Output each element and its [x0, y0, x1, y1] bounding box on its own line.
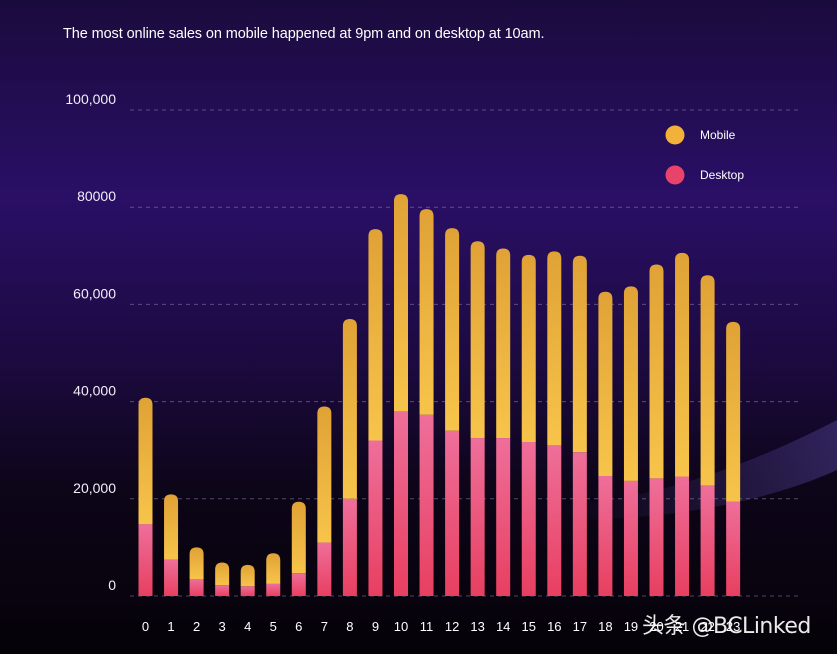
bar-desktop [623, 480, 638, 596]
x-tick-label: 15 [522, 619, 536, 634]
bar-desktop [572, 452, 587, 596]
x-tick-label: 7 [321, 619, 328, 634]
bar-mobile [726, 321, 741, 502]
bar-mobile [266, 553, 281, 584]
bar-desktop [675, 476, 690, 596]
x-tick-label: 3 [219, 619, 226, 634]
bar-desktop [368, 440, 383, 596]
x-tick-label: 10 [394, 619, 408, 634]
x-tick-label: 22 [700, 619, 714, 634]
x-tick-label: 1 [167, 619, 174, 634]
legend-label-mobile: Mobile [700, 128, 736, 142]
y-tick-label: 60,000 [73, 285, 116, 301]
bar-desktop [726, 501, 741, 596]
x-tick-label: 9 [372, 619, 379, 634]
bar-desktop [240, 586, 255, 596]
bar-mobile [623, 286, 638, 481]
bar-desktop [598, 475, 613, 596]
bar-desktop [342, 498, 357, 596]
x-tick-label: 21 [675, 619, 689, 634]
x-tick-label: 17 [573, 619, 587, 634]
bar-mobile [342, 318, 357, 499]
y-tick-label: 80000 [77, 188, 116, 204]
y-tick-label: 100,000 [65, 91, 116, 107]
x-tick-label: 19 [624, 619, 638, 634]
bar-desktop [189, 578, 204, 596]
bar-layer [138, 194, 741, 596]
x-tick-label: 13 [470, 619, 484, 634]
x-tick-label: 18 [598, 619, 612, 634]
x-tick-label: 0 [142, 619, 149, 634]
bar-mobile [240, 564, 255, 587]
x-tick-label: 6 [295, 619, 302, 634]
bar-mobile [291, 501, 306, 574]
bar-desktop [394, 411, 408, 596]
bar-desktop [547, 445, 562, 596]
x-tick-label: 11 [420, 619, 434, 634]
bar-mobile [445, 228, 460, 431]
x-tick-label: 2 [193, 619, 200, 634]
bar-desktop [317, 542, 332, 596]
bar-mobile [547, 251, 562, 446]
x-tick-label: 20 [649, 619, 663, 634]
bar-desktop [266, 583, 281, 596]
legend-label-desktop: Desktop [700, 168, 744, 182]
chart-title: The most online sales on mobile happened… [63, 26, 545, 42]
y-tick-label: 40,000 [73, 383, 116, 399]
bar-mobile [521, 254, 536, 442]
x-tick-label: 23 [726, 619, 740, 634]
x-tick-label: 12 [445, 619, 459, 634]
bar-mobile [394, 194, 408, 412]
bar-mobile [419, 209, 434, 415]
bar-desktop [419, 414, 434, 596]
bar-mobile [496, 248, 511, 439]
bar-desktop [164, 559, 179, 596]
bar-mobile [649, 264, 664, 479]
y-tick-layer: 0 20,000 40,000 60,000 80000 100,000 [65, 91, 116, 593]
legend: Mobile Desktop [665, 125, 744, 185]
background-swoosh [560, 420, 837, 520]
x-tick-label: 16 [547, 619, 561, 634]
x-tick-layer: 0 1 2 3 4 5 6 7 8 9 10 11 12 13 14 15 16 17 18 19 20 21 22 23 [142, 619, 741, 634]
grid-layer [130, 109, 798, 597]
bar-desktop [445, 430, 460, 596]
bar-desktop [496, 438, 511, 596]
bar-mobile [700, 275, 715, 486]
bar-desktop [470, 438, 485, 596]
x-tick-label: 14 [496, 619, 510, 634]
bar-desktop [138, 524, 153, 596]
legend-swatch-desktop [665, 165, 685, 185]
bar-mobile [138, 397, 153, 525]
x-tick-label: 8 [346, 619, 353, 634]
bar-mobile [675, 252, 690, 477]
bar-mobile [189, 547, 204, 579]
bar-desktop [215, 585, 230, 596]
bar-mobile [164, 494, 179, 560]
bar-mobile [368, 229, 383, 441]
bar-mobile [598, 291, 613, 476]
y-tick-label: 20,000 [73, 480, 116, 496]
y-tick-label: 0 [108, 577, 116, 593]
bar-desktop [291, 573, 306, 596]
watermark: 头条 @BCLinked [642, 614, 811, 639]
legend-swatch-mobile [665, 125, 685, 145]
bar-mobile [317, 406, 332, 543]
bar-mobile [572, 255, 587, 453]
bar-mobile [470, 241, 485, 439]
bar-desktop [521, 441, 536, 596]
bar-desktop [700, 485, 715, 596]
bar-desktop [649, 478, 664, 596]
bar-mobile [215, 562, 230, 586]
x-tick-label: 4 [244, 619, 251, 634]
x-tick-label: 5 [270, 619, 277, 634]
